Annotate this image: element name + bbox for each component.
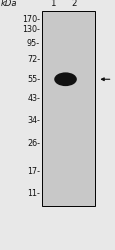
Bar (42, 11, 94, 206)
Text: 34-: 34- (27, 116, 40, 125)
Text: 72-: 72- (27, 55, 40, 64)
Text: 43-: 43- (27, 94, 40, 103)
Text: 95-: 95- (27, 38, 40, 48)
Text: 55-: 55- (27, 75, 40, 84)
Text: kDa: kDa (1, 0, 17, 8)
Text: 170-: 170- (22, 16, 40, 24)
Text: 1: 1 (50, 0, 55, 8)
Text: 130-: 130- (22, 26, 40, 35)
Text: 26-: 26- (27, 138, 40, 147)
Text: 11-: 11- (27, 188, 40, 198)
Ellipse shape (54, 72, 76, 86)
Text: 2: 2 (71, 0, 76, 8)
Text: 17-: 17- (27, 168, 40, 176)
